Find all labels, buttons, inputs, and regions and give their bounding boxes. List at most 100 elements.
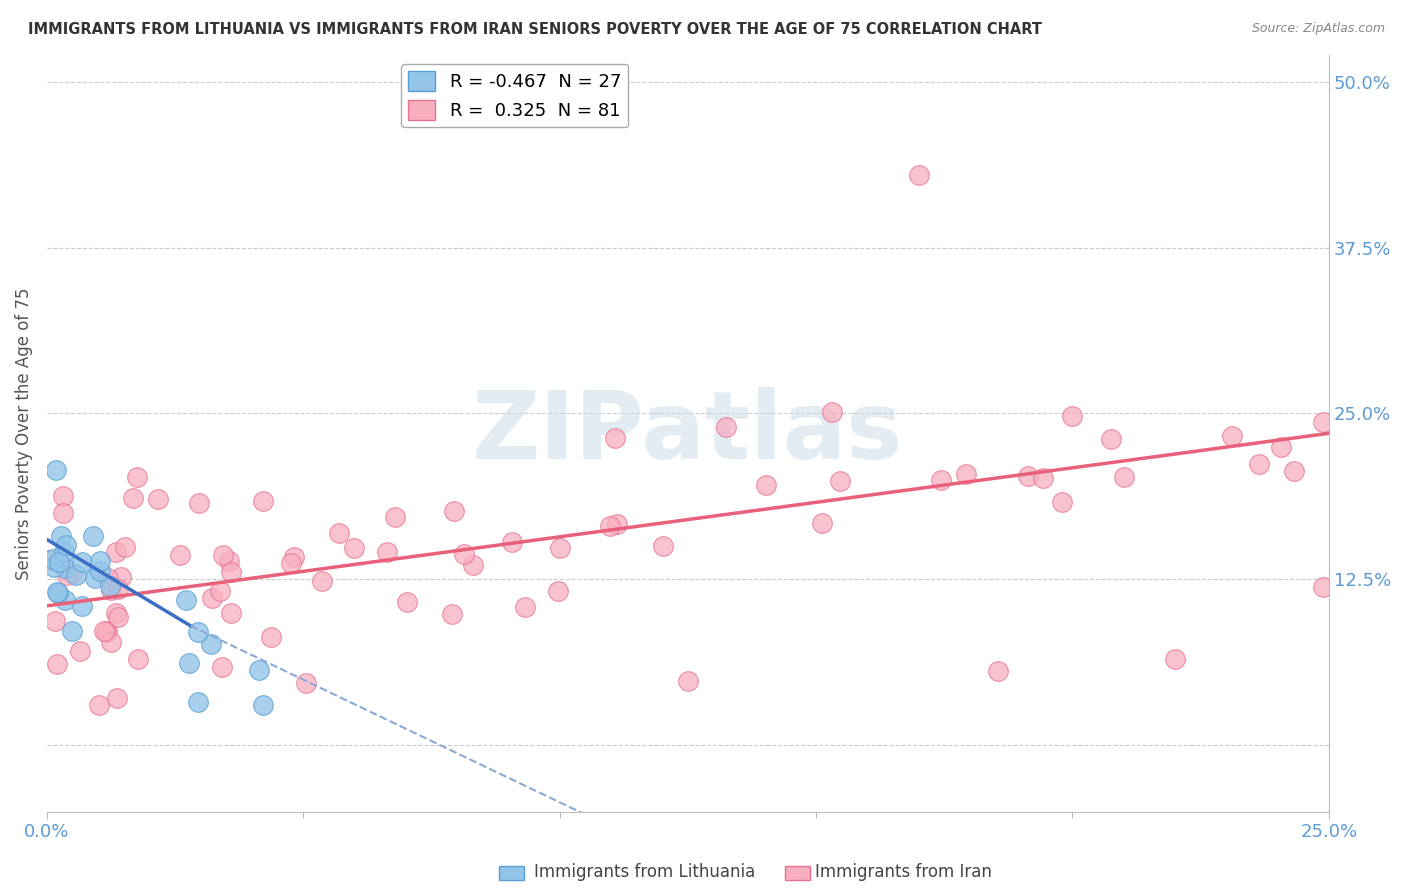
Point — [283, 550, 305, 565]
Point — [1312, 415, 1334, 429]
Point — [176, 592, 198, 607]
Point — [169, 548, 191, 562]
Point — [98, 579, 121, 593]
Point — [48, 555, 70, 569]
Point — [60, 566, 83, 580]
Point — [45, 585, 67, 599]
Point — [547, 583, 569, 598]
Point — [84, 571, 107, 585]
Point — [342, 541, 364, 555]
Point — [127, 652, 149, 666]
Point — [38, 553, 60, 567]
Point — [44, 560, 66, 574]
Point — [955, 467, 977, 481]
Point — [384, 510, 406, 524]
Point — [148, 491, 170, 506]
Point — [53, 593, 76, 607]
Point — [1282, 464, 1305, 478]
Point — [295, 676, 318, 690]
Text: IMMIGRANTS FROM LITHUANIA VS IMMIGRANTS FROM IRAN SENIORS POVERTY OVER THE AGE O: IMMIGRANTS FROM LITHUANIA VS IMMIGRANTS … — [28, 22, 1042, 37]
Text: Immigrants from Iran: Immigrants from Iran — [815, 863, 993, 881]
Point — [45, 463, 67, 477]
Point — [219, 606, 242, 620]
Point — [1249, 457, 1271, 471]
Point — [114, 540, 136, 554]
Point — [513, 599, 536, 614]
Point — [201, 591, 224, 605]
Point — [107, 582, 129, 596]
Point — [1312, 580, 1334, 594]
Point — [46, 585, 69, 599]
Point — [1112, 470, 1135, 484]
Point — [1270, 440, 1292, 454]
Point — [987, 664, 1010, 678]
Point — [52, 489, 75, 503]
Text: Immigrants from Lithuania: Immigrants from Lithuania — [534, 863, 755, 881]
Point — [122, 491, 145, 505]
Point — [440, 607, 463, 621]
Point — [676, 674, 699, 689]
Point — [89, 564, 111, 578]
Point — [830, 474, 852, 488]
Point — [53, 545, 76, 559]
Point — [755, 478, 778, 492]
Point — [311, 574, 333, 589]
Legend: R = -0.467  N = 27, R =  0.325  N = 81: R = -0.467 N = 27, R = 0.325 N = 81 — [401, 64, 628, 128]
Point — [929, 473, 952, 487]
Point — [44, 614, 66, 628]
Point — [443, 504, 465, 518]
Point — [55, 538, 77, 552]
Point — [211, 659, 233, 673]
Point — [100, 582, 122, 597]
Point — [41, 552, 63, 566]
Point — [328, 526, 350, 541]
Point — [396, 594, 419, 608]
Point — [219, 566, 242, 580]
Point — [69, 643, 91, 657]
Point — [97, 571, 120, 585]
Point — [211, 548, 233, 562]
Point — [89, 698, 111, 713]
Point — [93, 624, 115, 638]
Point — [53, 560, 76, 574]
Point — [252, 698, 274, 713]
Point — [94, 624, 117, 639]
Point — [65, 567, 87, 582]
Point — [280, 556, 302, 570]
Point — [105, 691, 128, 706]
Point — [1099, 432, 1122, 446]
Point — [107, 610, 129, 624]
Point — [60, 624, 83, 639]
Point — [548, 541, 571, 556]
Point — [375, 545, 398, 559]
Point — [652, 539, 675, 553]
Point — [96, 624, 118, 638]
Point — [453, 547, 475, 561]
Point — [187, 695, 209, 709]
Point — [104, 606, 127, 620]
Point — [100, 635, 122, 649]
Point — [821, 405, 844, 419]
Point — [249, 663, 271, 677]
Point — [110, 569, 132, 583]
Point — [200, 637, 222, 651]
Point — [606, 517, 628, 532]
Point — [56, 567, 79, 582]
Point — [1220, 428, 1243, 442]
Point — [208, 584, 231, 599]
Point — [218, 554, 240, 568]
Point — [89, 554, 111, 568]
Point — [599, 518, 621, 533]
Point — [811, 516, 834, 530]
Point — [461, 558, 484, 572]
Point — [714, 420, 737, 434]
Point — [52, 506, 75, 520]
Point — [1062, 409, 1084, 423]
Point — [252, 494, 274, 508]
Point — [1052, 495, 1074, 509]
Point — [125, 469, 148, 483]
Point — [501, 535, 523, 549]
Point — [907, 168, 929, 182]
Point — [187, 624, 209, 639]
Point — [82, 529, 104, 543]
